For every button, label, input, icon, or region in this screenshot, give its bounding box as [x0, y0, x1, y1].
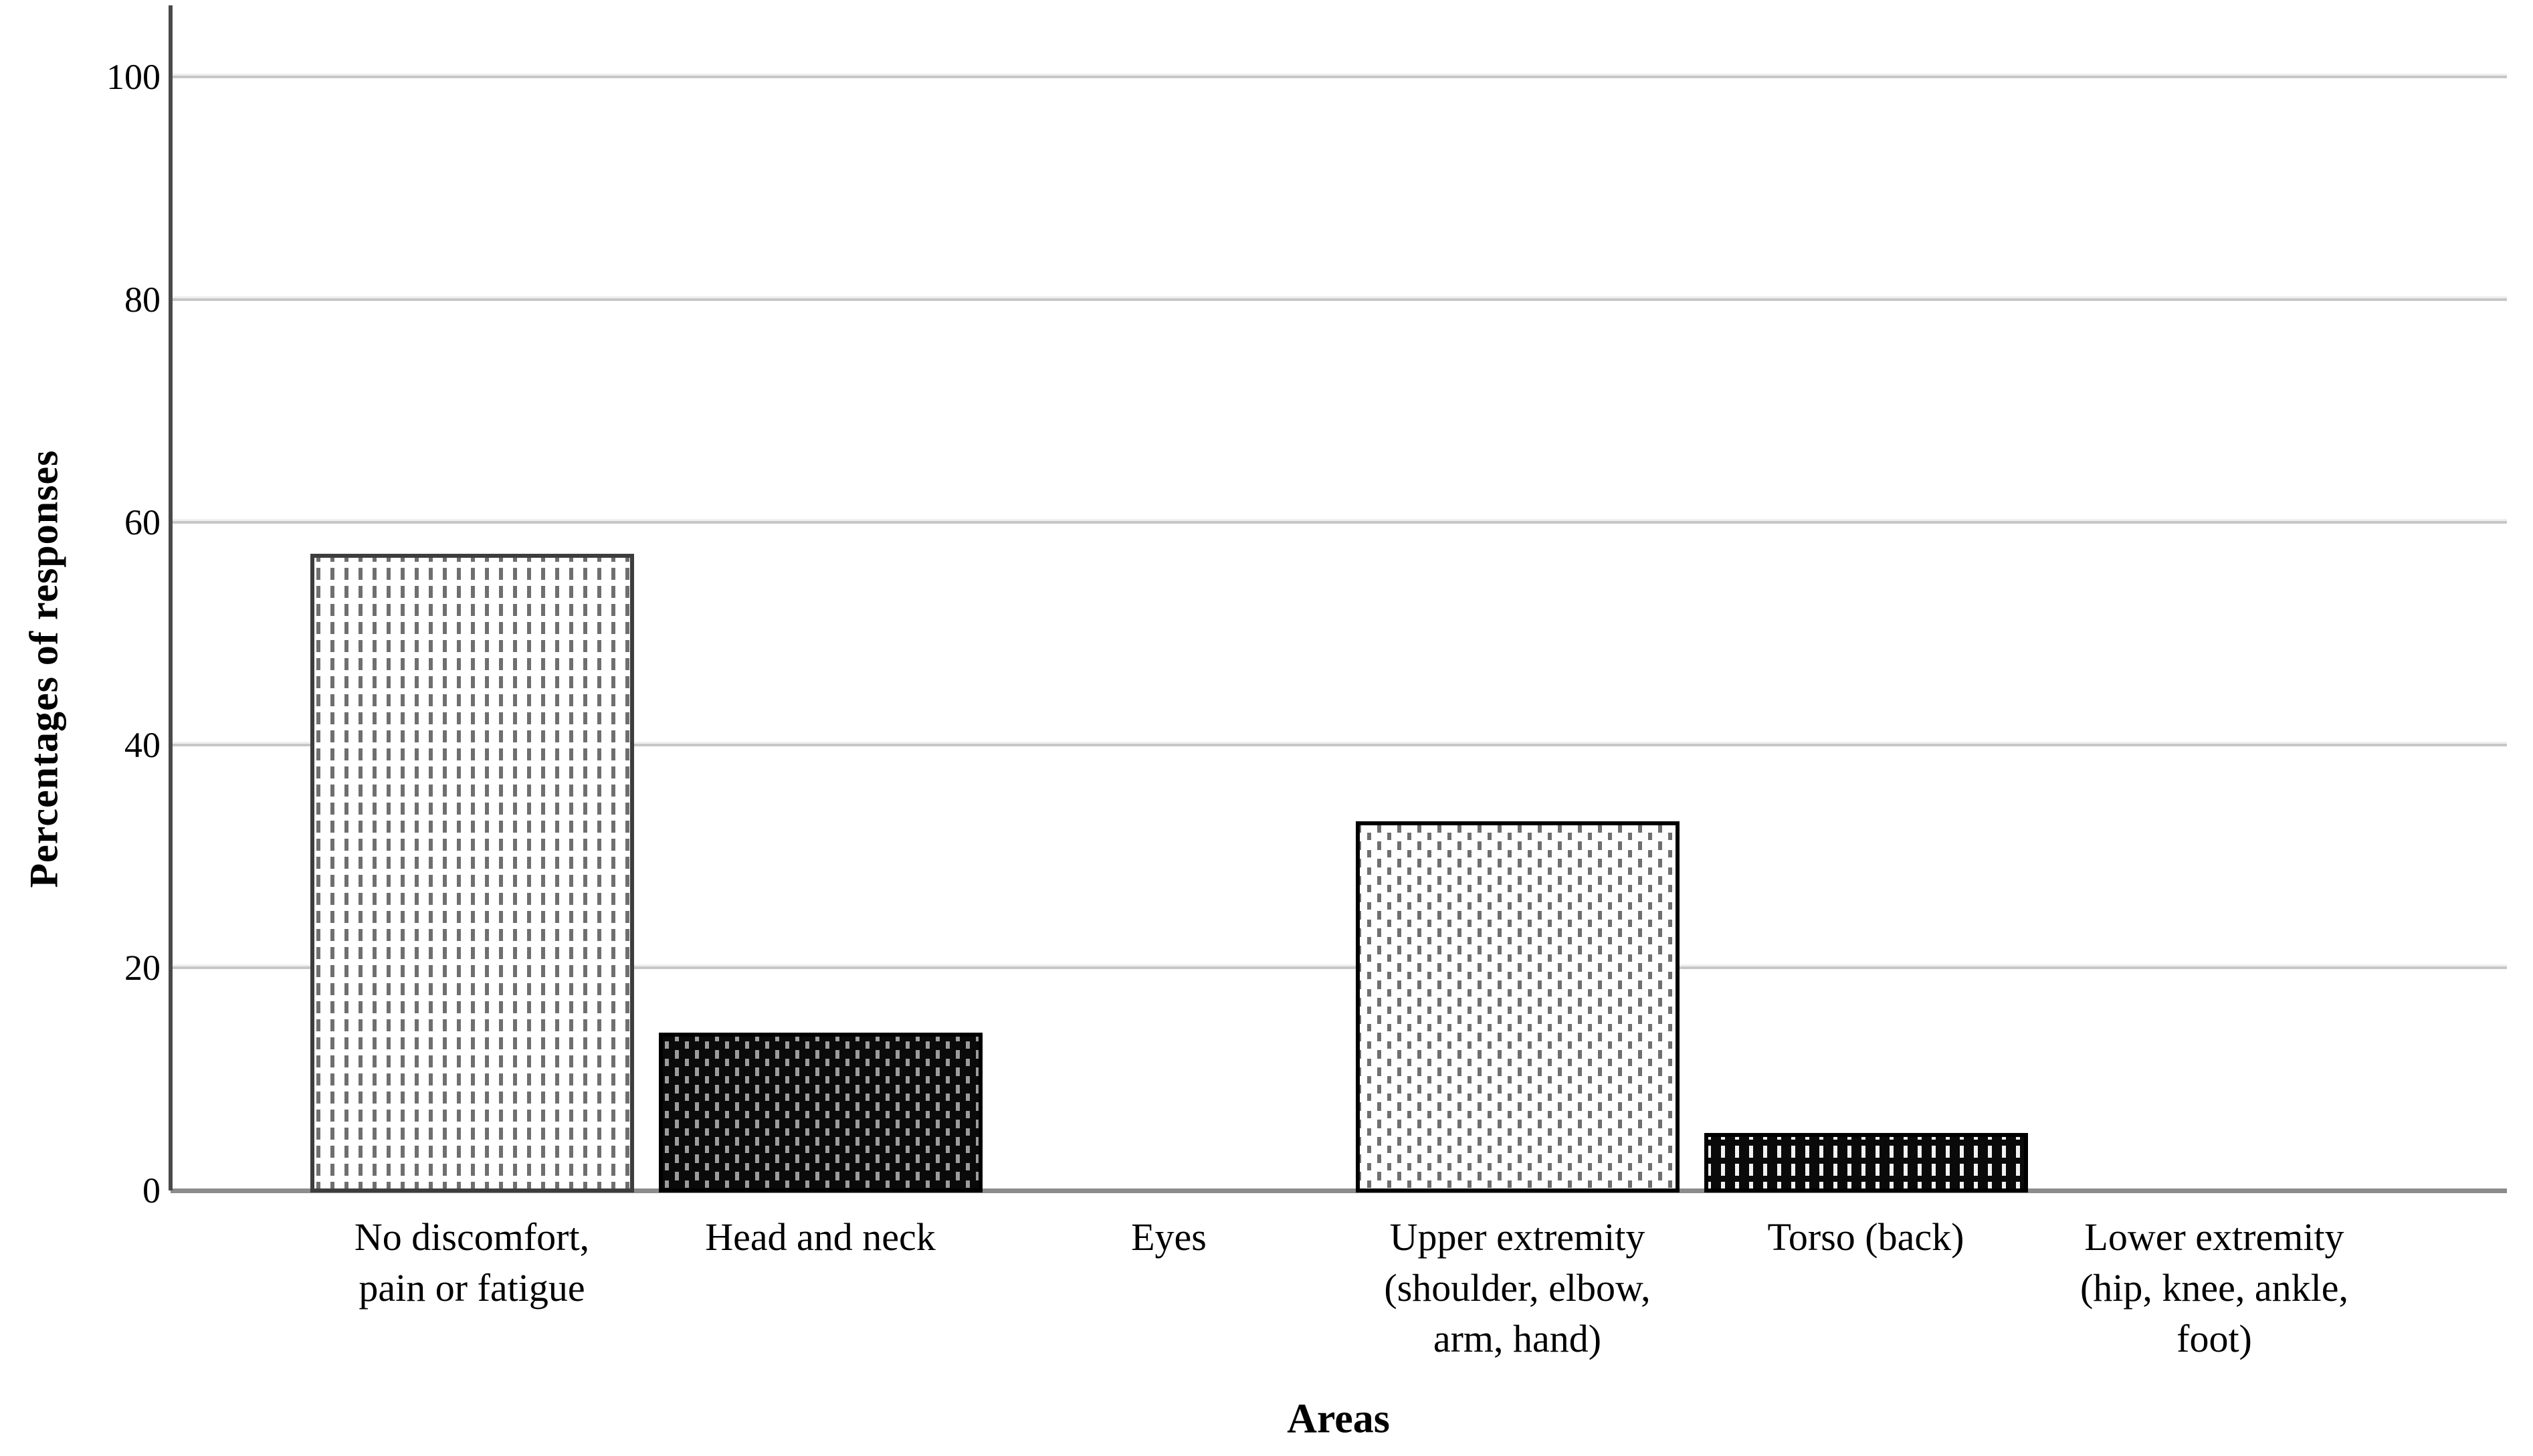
x-tick-label-1: Head and neck: [705, 1215, 936, 1259]
gridline-80: [171, 298, 2507, 301]
bars-layer: [310, 554, 2028, 1192]
x-tick-label-5: Lower extremity (hip, knee, ankle, foot): [2080, 1215, 2348, 1360]
y-tick-label-0: 0: [142, 1170, 161, 1211]
gridline-60: [171, 521, 2507, 524]
gridline-20: [171, 966, 2507, 969]
bar-4: [1704, 1133, 2028, 1192]
y-tick-label-60: 60: [124, 502, 161, 542]
y-tick-label-40: 40: [124, 725, 161, 765]
x-axis-title: Areas: [1287, 1396, 1390, 1442]
x-tick-label-0: No discomfort, pain or fatigue: [354, 1215, 590, 1310]
gridline-40: [171, 744, 2507, 746]
bar-3: [1356, 821, 1680, 1192]
bar-0: [310, 554, 634, 1192]
x-tick-label-2: Eyes: [1131, 1215, 1207, 1259]
gridline-100: [171, 76, 2507, 78]
y-tick-label-80: 80: [124, 280, 161, 320]
x-tick-label-3: Upper extremity (shoulder, elbow, arm, h…: [1384, 1215, 1651, 1360]
x-axis-line: [171, 1188, 2507, 1193]
bar-1: [659, 1033, 983, 1192]
y-axis-line: [169, 5, 173, 1190]
x-tick-label-4: Torso (back): [1767, 1215, 1964, 1259]
y-tick-label-100: 100: [106, 57, 161, 97]
y-tick-label-20: 20: [124, 948, 161, 988]
